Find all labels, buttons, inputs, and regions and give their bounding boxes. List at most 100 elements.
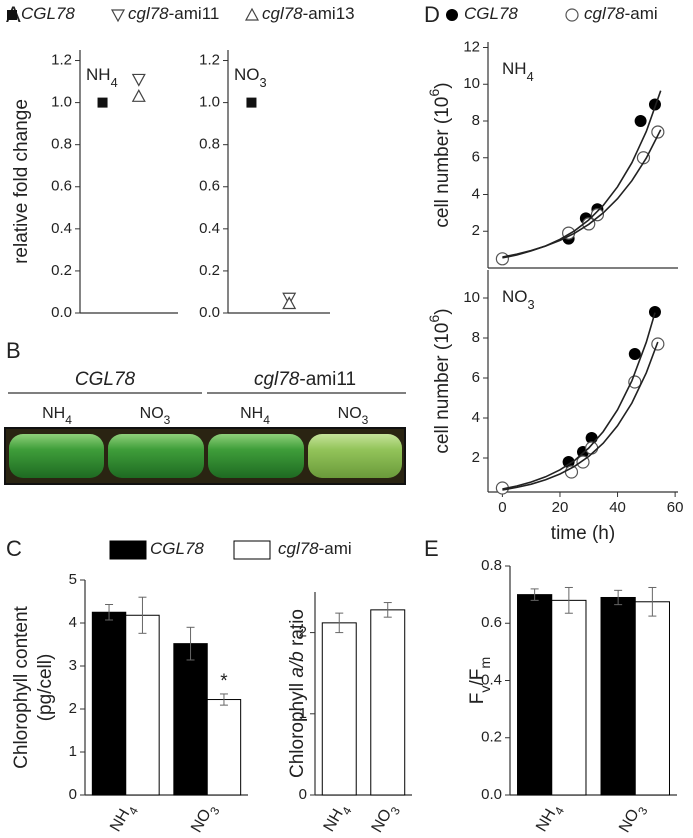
text-part: 6: [427, 89, 443, 97]
y-tick-label: 12: [463, 38, 480, 55]
text-part: /F: [467, 669, 488, 686]
x-tick-label: NO3: [616, 800, 651, 838]
y-tick-label: 1: [69, 743, 77, 760]
y-tick-label: 2: [299, 624, 307, 641]
text-part: a/b: [287, 651, 308, 677]
text-part: NH: [42, 405, 65, 422]
y-tick-label: 4: [472, 185, 480, 202]
text-part: 4: [527, 69, 534, 84]
y-tick-label: 1.2: [51, 51, 72, 68]
bar: [125, 614, 160, 796]
y-tick-label: 4: [69, 614, 77, 631]
y-axis-label: Chlorophyll content: [11, 605, 32, 768]
y-tick-label: 0.6: [199, 178, 220, 195]
panel-label: C: [6, 536, 22, 561]
text-part: -ami: [625, 4, 658, 23]
error-bar: [530, 588, 539, 601]
y-axis-unit: (pg/cell): [35, 654, 56, 722]
fit-curve: [502, 341, 659, 491]
point: [246, 97, 257, 108]
text-part: CGL78: [21, 4, 75, 23]
error-bar: [614, 589, 623, 606]
y-axis-label: Chlorophyll a/b ratio: [287, 609, 308, 778]
y-tick-label: 8: [472, 112, 480, 129]
y-tick-label: 0.6: [51, 178, 72, 195]
text-part: NO: [140, 405, 164, 422]
error-bar: [186, 626, 195, 661]
legend-marker: [7, 10, 17, 20]
bar: [321, 622, 357, 796]
point: [495, 252, 509, 266]
text-part: Chlorophyll: [287, 678, 308, 778]
text-part: -ami11: [299, 369, 356, 390]
y-tick-label: 6: [472, 369, 480, 386]
text-part: cell number (10: [432, 323, 453, 454]
text-part: cgl78: [584, 4, 625, 23]
text-part: -ami13: [303, 4, 355, 23]
subplot-title: NH4: [502, 59, 534, 83]
error-bar: [219, 693, 228, 706]
text-part: m: [478, 657, 494, 669]
bar: [173, 643, 208, 796]
text-part: 4: [65, 413, 72, 427]
text-part: NO: [502, 287, 528, 306]
y-tick-label: 1.0: [199, 94, 220, 111]
text-part: NH: [240, 405, 263, 422]
y-tick-label: 0: [299, 786, 307, 803]
y-tick-label: 0.8: [481, 557, 502, 574]
y-tick-label: 0.8: [51, 136, 72, 153]
culture-photo: [4, 392, 406, 485]
y-tick-label: 1: [299, 705, 307, 722]
y-tick-label: 1.0: [51, 94, 72, 111]
y-tick-label: 4: [472, 409, 480, 426]
condition-label: NO3: [338, 405, 369, 427]
x-tick-label: NH4: [107, 800, 141, 837]
text-part: 3: [362, 413, 369, 427]
text-part: ): [432, 308, 453, 314]
fit-curve: [502, 129, 662, 258]
y-tick-label: 0.0: [51, 304, 72, 321]
legend-label: CGL78: [21, 4, 75, 23]
x-tick-label: 0: [498, 499, 506, 516]
text-part: cgl78: [278, 539, 319, 558]
group-label: cgl78-ami11: [254, 369, 356, 390]
point: [562, 456, 575, 468]
error-bar: [105, 604, 114, 621]
text-part: CGL78: [150, 539, 204, 558]
y-tick-label: 3: [69, 657, 77, 674]
y-axis-label: Fv/Fm: [467, 657, 494, 705]
point: [590, 208, 604, 222]
legend-swatch: [109, 540, 147, 560]
text-part: ratio: [287, 609, 308, 651]
point: [648, 98, 661, 111]
x-axis-label: time (h): [551, 523, 615, 544]
legend-marker: [565, 8, 579, 22]
point: [648, 306, 661, 318]
text-part: 4: [111, 75, 118, 90]
point: [131, 89, 146, 102]
point: [97, 97, 108, 108]
y-tick-label: 0.4: [51, 220, 72, 237]
annotation: *: [220, 671, 228, 692]
text-part: 4: [263, 413, 270, 427]
bar: [600, 596, 636, 796]
legend-marker: [244, 7, 260, 21]
text-part: 3: [164, 413, 171, 427]
y-tick-label: 0: [69, 786, 77, 803]
text-part: 3: [528, 297, 535, 312]
bar: [551, 599, 587, 796]
legend-label: cgl78-ami11: [128, 4, 219, 23]
y-tick-label: 1.2: [199, 51, 220, 68]
y-tick-label: 0.6: [481, 614, 502, 631]
legend-label: cgl78-ami13: [262, 4, 355, 23]
y-tick-label: 0.4: [481, 671, 502, 688]
panel-label: E: [424, 536, 439, 561]
text-part: NO: [234, 65, 260, 84]
text-part: 3: [260, 75, 267, 90]
point: [651, 125, 665, 139]
text-part: NO: [338, 405, 362, 422]
error-bar: [335, 612, 344, 634]
panel-label: D: [424, 2, 440, 27]
y-tick-label: 8: [472, 329, 480, 346]
